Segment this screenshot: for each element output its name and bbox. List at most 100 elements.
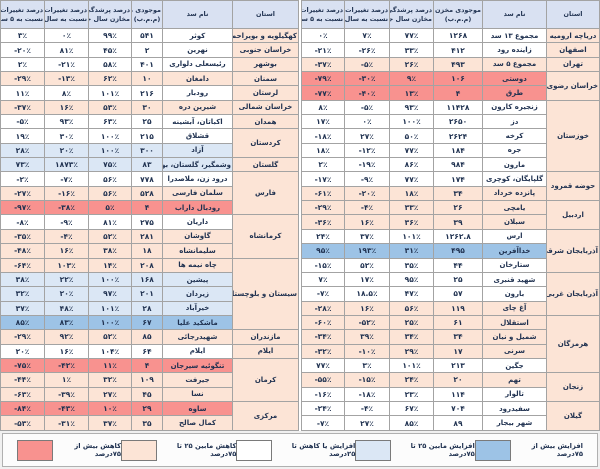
table-row: کرخه ۲۶۲۴ ۵۰٪ ۲۷٪ -۱۸٪: [301, 128, 600, 144]
fill-percent-cell: ۱۳٪: [389, 85, 434, 101]
dam-name-cell: شهید قنبری: [482, 271, 547, 288]
volume-cell: ۴۹۳: [433, 56, 483, 73]
change-1y-cell: -۹٪: [44, 214, 89, 230]
fill-percent-cell: ۶۲٪: [88, 71, 132, 87]
dam-name-cell: نسا: [162, 386, 233, 402]
dam-name-cell: کمال صالح: [162, 415, 233, 431]
column-header-dam: نام سد: [162, 0, 233, 29]
dam-name-cell: دز: [482, 114, 547, 130]
volume-cell: ۲۶: [433, 200, 483, 216]
volume-cell: ۴۵: [131, 386, 163, 402]
change-5y-cell: -۳۷٪: [0, 99, 45, 116]
province-cell: مازندران: [232, 329, 299, 345]
dam-name-cell: سرنی: [482, 343, 547, 359]
dam-name-cell: طرق: [482, 85, 547, 101]
dam-name-cell: زنجیره کارون: [482, 99, 547, 116]
change-1y-cell: ۳۹٪: [344, 329, 390, 345]
change-1y-cell: ۵۲٪: [344, 257, 390, 273]
change-1y-cell: -۴٪: [344, 200, 390, 216]
change-5y-cell: -۲۸٪: [301, 300, 345, 316]
change-5y-cell: -۲۷٪: [0, 185, 45, 202]
change-1y-cell: ۸٪: [44, 85, 89, 101]
table-row: کردستان قشلاق ۲۱۵ ۱۰۰٪ ۳۰٪ ۱۹٪: [0, 128, 299, 159]
change-5y-cell: -۲۹٪: [0, 71, 45, 87]
change-1y-cell: -۱۲٪: [344, 142, 390, 159]
dam-name-cell: یامچی: [482, 200, 547, 216]
volume-cell: ۷۰۴: [433, 400, 483, 417]
province-cell: اردبیل: [546, 200, 600, 230]
change-1y-cell: ۹۳٪: [44, 114, 89, 130]
fill-percent-cell: ۱۸٪: [389, 185, 434, 202]
fill-percent-cell: ۲۹٪: [389, 343, 434, 359]
volume-cell: ۴۴: [433, 257, 483, 273]
dam-name-cell: جره: [482, 142, 547, 159]
change-5y-cell: ۲۸٪: [0, 142, 45, 159]
volume-cell: ۱۲۶۸: [433, 27, 483, 44]
change-5y-cell: -۲۴٪: [301, 400, 345, 417]
change-1y-cell: ۴۸٪: [44, 300, 89, 316]
volume-cell: ۴: [131, 357, 163, 374]
change-5y-cell: ۹۵٪: [301, 243, 345, 259]
fill-percent-cell: ۵۰٪: [389, 128, 434, 144]
change-1y-cell: ۰٪: [344, 114, 390, 130]
province-cell: حوضه قمرود: [546, 171, 600, 202]
fill-percent-cell: ۹۹٪: [88, 27, 132, 44]
volume-cell: ۹۸۴: [433, 157, 483, 173]
change-5y-cell: -۲۰٪: [0, 42, 45, 58]
table-row: دز ۲۶۵۰ ۱۰۰٪ ۰٪ ۱۷٪: [301, 114, 600, 130]
province-cell: هرمزگان: [546, 314, 600, 374]
province-cell: همدان: [232, 114, 299, 130]
table-row: آغ چای ۱۱۹ ۵۶٪ ۱۶٪ -۲۸٪: [301, 300, 600, 316]
volume-cell: ۶۴: [131, 343, 163, 359]
dam-name-cell: گاوشان: [162, 228, 233, 245]
dam-name-cell: استقلال: [482, 314, 547, 331]
change-1y-cell: ۱۶٪: [44, 343, 89, 359]
table-row: آذربایجان غربی شهید قنبری ۲۵ ۹۵٪ ۱۷٪ ۷٪: [301, 271, 600, 316]
dam-name-cell: ماشکید علیا: [162, 314, 233, 331]
dam-name-cell: شهیدرجائی: [162, 329, 233, 345]
volume-cell: ۴۰۱: [131, 56, 163, 73]
volume-cell: ۲۱۳: [433, 357, 483, 374]
change-1y-cell: ۲۷٪: [344, 128, 390, 144]
change-1y-cell: -۱۹٪: [344, 157, 390, 173]
legend-swatch-peach: [121, 439, 158, 461]
volume-cell: ۵۷: [433, 286, 483, 302]
dam-name-cell: رئیسعلی دلواری: [162, 56, 233, 73]
change-1y-cell: ۱٪: [44, 372, 89, 388]
dam-name-cell: سلمان فارسی: [162, 185, 233, 202]
change-5y-cell: -۷٪: [301, 415, 345, 431]
volume-cell: ۷۷۸: [131, 171, 163, 187]
volume-cell: ۸۹: [433, 415, 483, 431]
fill-percent-cell: ۳۱٪: [389, 243, 434, 259]
change-5y-cell: -۷۹٪: [301, 71, 345, 87]
volume-cell: ۲۰۸: [131, 257, 163, 273]
table-row: خوزستان زنجیره کارون ۱۱۴۲۸ ۹۳٪ -۵٪ ۸٪: [301, 99, 600, 173]
dam-name-cell: خداآفرین: [482, 243, 547, 259]
province-cell: آذربایجان غربی: [546, 271, 600, 316]
fill-percent-cell: ۹۳٪: [389, 99, 434, 116]
fill-percent-cell: ۸۱٪: [88, 214, 132, 230]
volume-cell: ۲۸: [131, 300, 163, 316]
volume-cell: ۱۸: [131, 243, 163, 259]
fill-percent-cell: ۱۰۰٪: [88, 271, 132, 288]
volume-cell: ۱۱۴۲۸: [433, 99, 483, 116]
legend-label: افزایش یا کاهش تا ۲۵درصد: [291, 442, 356, 458]
fill-percent-cell: ۱۰۱٪: [88, 300, 132, 316]
table-row: فارس درود زن، ملاصدرا ۷۷۸ ۵۶٪ -۷٪ -۲٪: [0, 171, 299, 216]
fill-percent-cell: ۱۰٪: [88, 400, 132, 417]
change-5y-cell: -۴۴٪: [0, 372, 45, 388]
change-5y-cell: -۳۵٪: [0, 228, 45, 245]
province-cell: زنجان: [546, 372, 600, 402]
volume-cell: ۲۵: [433, 271, 483, 288]
province-cell: فارس: [232, 171, 299, 216]
legend-swatch-blue: [474, 439, 511, 461]
fill-percent-cell: ۳۳٪: [389, 200, 434, 216]
change-1y-cell: -۵۲٪: [344, 314, 390, 331]
dam-name-cell: خیرآباد: [162, 300, 233, 316]
change-1y-cell: ۷٪: [344, 27, 390, 44]
dam-name-cell: گلپایگان، کوچری: [482, 171, 547, 187]
change-1y-cell: ۲۷٪: [344, 415, 390, 431]
dam-name-cell: پانزده خرداد: [482, 185, 547, 202]
dam-name-cell: زیردان: [162, 286, 233, 302]
